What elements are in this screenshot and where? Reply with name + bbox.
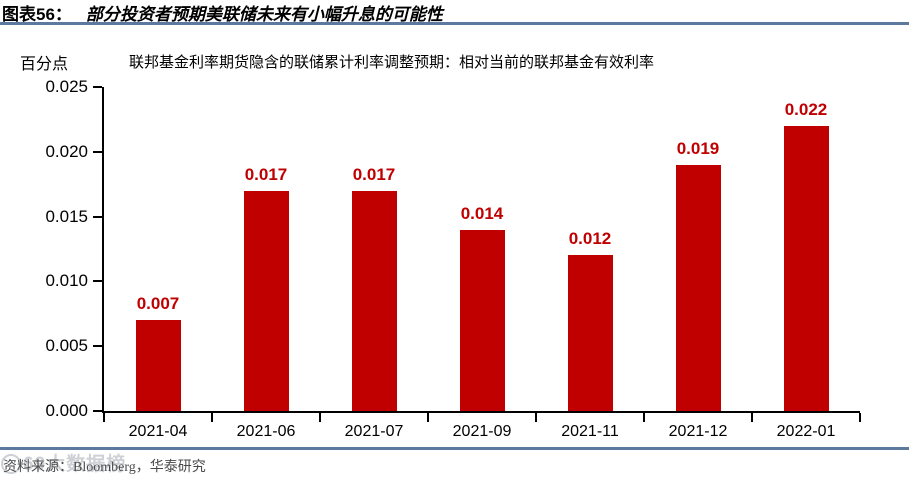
x-axis-tick-label: 2021-06 [236,423,296,440]
x-axis-tick-mark [103,413,105,422]
y-axis-tick-mark [93,280,102,283]
x-axis-tick-mark [643,413,645,422]
y-axis-tick-mark [93,215,102,218]
y-axis-tick-label: 0.010 [45,271,88,291]
x-axis-tick-mark [535,413,537,422]
y-axis-tick-label: 0.015 [45,206,88,226]
bar [568,255,613,411]
figure-header: 图表56： 部分投资者预期美联储未来有小幅升息的可能性 [0,0,909,25]
bar [136,320,181,411]
footer-separator-line [0,447,909,450]
x-axis-tick-label: 2022-01 [776,423,836,440]
bar [352,191,397,411]
bar [676,165,721,411]
bar [244,191,289,411]
bar-value-label: 0.012 [568,229,612,248]
chart-subtitle: 联邦基金利率期货隐含的联储累计利率调整预期：相对当前的联邦基金有效利率 [129,54,655,71]
bar-value-label: 0.007 [136,294,180,313]
x-axis-tick-label: 2021-07 [344,423,404,440]
x-axis-tick-mark [751,413,753,422]
x-axis-tick-label: 2021-09 [452,423,512,440]
x-axis-tick-mark [319,413,321,422]
x-axis-tick-label: 2021-12 [668,423,728,440]
y-axis-tick-label: 0.005 [45,336,88,356]
bar-value-label: 0.017 [352,165,396,184]
bar-value-label: 0.017 [244,165,288,184]
y-axis-tick-label: 0.020 [45,141,88,161]
source-note: 资料来源：Bloomberg，华泰研究 [3,460,206,475]
x-axis-tick-mark [427,413,429,422]
figure-number-label: 图表56： [2,5,72,24]
bar-value-label: 0.019 [676,139,720,158]
x-axis-tick-label: 2021-04 [128,423,188,440]
y-axis-tick-mark [93,410,102,412]
y-axis-tick-label: 0.000 [45,401,88,420]
y-axis-tick-label: 0.025 [45,77,88,96]
y-axis-tick-mark [93,345,102,348]
y-axis-unit-label: 百分点 [20,56,69,73]
plot-area: 0.000 0.005 0.010 0.015 0.020 0.025 0.007 2021-… [45,78,861,440]
bar [784,126,829,411]
x-axis-tick-mark [859,413,861,422]
x-axis-tick-mark [211,413,213,422]
y-axis-tick-mark [93,150,102,153]
bar-value-label: 0.022 [784,100,828,119]
bar [460,230,505,411]
x-axis-tick-label: 2021-11 [561,423,619,440]
figure-title: 部分投资者预期美联储未来有小幅升息的可能性 [85,5,443,24]
y-axis-tick-mark [93,86,102,88]
bar-value-label: 0.014 [460,204,504,223]
